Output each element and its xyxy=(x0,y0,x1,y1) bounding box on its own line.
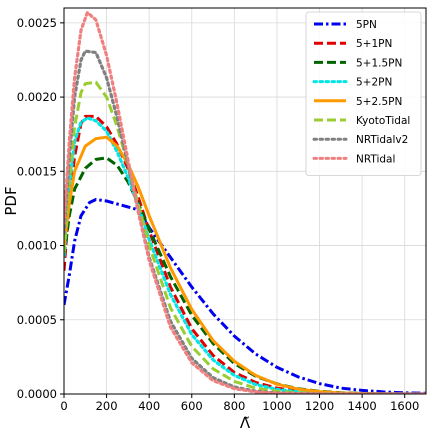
y-tick-label: 0.0015 xyxy=(17,164,57,178)
legend: 5PN 5+1PN 5+1.5PN 5+2PN 5+2.5PN KyotoTidal NRT… xyxy=(305,11,422,177)
series-line-5pn xyxy=(64,198,426,394)
x-tick-label: 1600 xyxy=(390,399,419,413)
series-line-nrtidalv2 xyxy=(64,49,426,394)
y-tick-label: 0.0010 xyxy=(17,239,57,253)
x-axis-label: Λ̃ xyxy=(240,414,251,432)
y-tick-label: 0.0005 xyxy=(17,313,57,327)
x-tick-label: 1200 xyxy=(305,399,334,413)
x-tick-label: 600 xyxy=(181,399,203,413)
x-tick-label: 0 xyxy=(60,399,67,413)
y-tick-label: 0.0025 xyxy=(17,16,57,30)
y-axis-label: PDF xyxy=(2,186,20,215)
legend-label: 5+1PN xyxy=(356,38,392,50)
plot-frame xyxy=(63,7,427,395)
axis-ticks: 0 200 400 600 800 1000 1200 1400 1600 0.0000 0.000… xyxy=(17,16,420,413)
series-lines xyxy=(64,10,426,394)
legend-label: 5PN xyxy=(356,19,377,31)
x-tick-label: 400 xyxy=(138,399,160,413)
legend-label: NRTidal xyxy=(356,153,395,165)
legend-label: KyotoTidal xyxy=(356,115,410,127)
x-tick-label: 1400 xyxy=(347,399,376,413)
legend-label: 5+2.5PN xyxy=(356,96,402,108)
x-tick-label: 1000 xyxy=(262,399,291,413)
series-line-5-1-5pn xyxy=(64,156,426,394)
legend-label: 5+2PN xyxy=(356,77,392,89)
x-tick-label: 200 xyxy=(96,399,118,413)
y-tick-label: 0.0000 xyxy=(17,387,57,401)
x-tick-label: 800 xyxy=(223,399,245,413)
y-tick-label: 0.0020 xyxy=(17,90,57,104)
series-line-nrtidal xyxy=(64,10,426,394)
legend-label: NRTidalv2 xyxy=(356,134,408,146)
legend-box xyxy=(305,11,422,177)
legend-label: 5+1.5PN xyxy=(356,57,402,69)
